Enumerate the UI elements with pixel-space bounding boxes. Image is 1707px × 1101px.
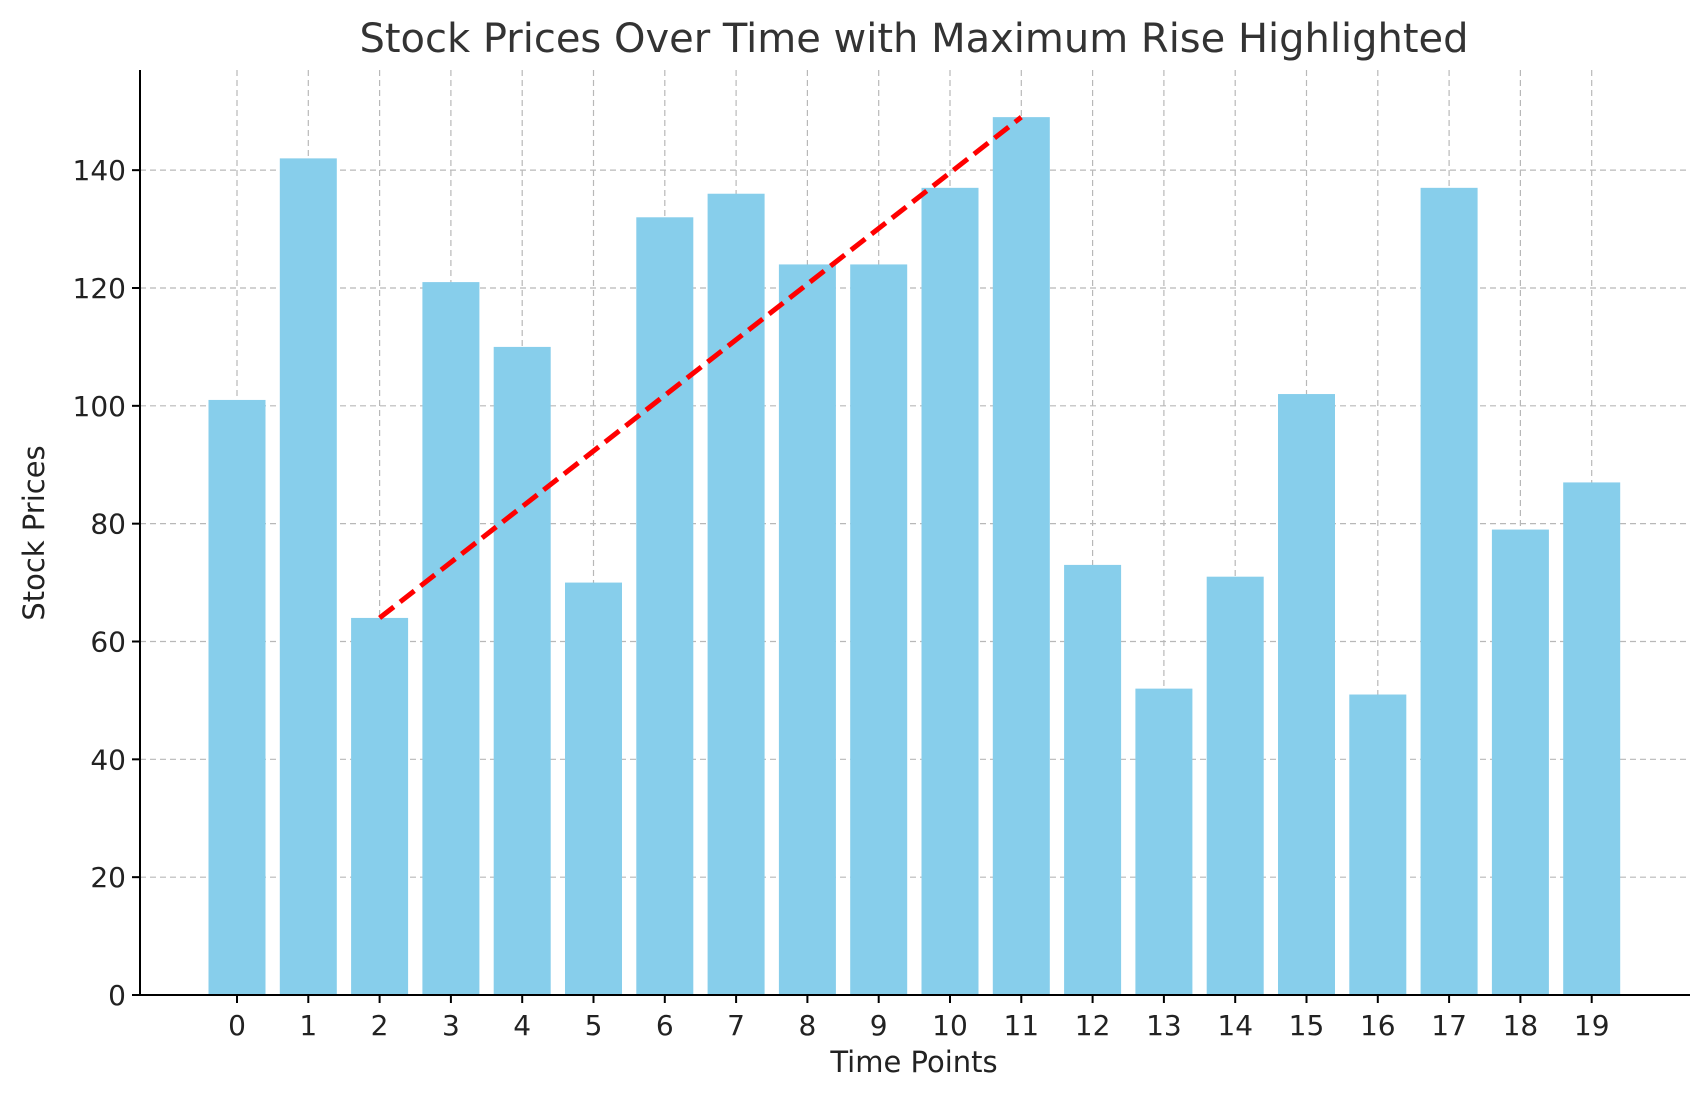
bars	[208, 117, 1621, 996]
bar	[1563, 482, 1621, 995]
x-tick-label: 17	[1431, 1009, 1467, 1042]
bar	[279, 158, 337, 995]
x-tick-label: 15	[1289, 1009, 1325, 1042]
y-axis-label: Stock Prices	[17, 445, 51, 620]
bar	[1420, 187, 1478, 995]
max-rise-highlight	[378, 115, 1023, 620]
bar	[1349, 694, 1407, 995]
y-tick-label: 80	[90, 508, 126, 541]
bar	[422, 282, 480, 995]
x-tick-label: 7	[727, 1009, 745, 1042]
x-tick-label: 13	[1146, 1009, 1182, 1042]
bar	[1278, 394, 1335, 996]
y-tick-label: 120	[73, 272, 126, 305]
axes	[139, 70, 1690, 996]
bar	[565, 582, 622, 995]
bar	[1064, 564, 1122, 995]
x-tick-label: 5	[585, 1009, 603, 1042]
bar	[921, 187, 979, 995]
y-tick-label: 20	[90, 861, 126, 894]
bar	[1206, 576, 1264, 995]
x-tick-label: 10	[932, 1009, 968, 1042]
x-axis-label: Time Points	[829, 1045, 997, 1079]
chart-title: Stock Prices Over Time with Maximum Rise…	[359, 16, 1468, 62]
x-tick-label: 11	[1003, 1009, 1039, 1042]
y-tick-label: 140	[73, 154, 126, 187]
x-tick-label: 0	[228, 1009, 246, 1042]
bar	[707, 193, 765, 995]
bar	[208, 399, 266, 996]
x-tick-label: 14	[1217, 1009, 1253, 1042]
bar	[850, 264, 908, 995]
bar	[351, 617, 409, 995]
x-tick-label: 9	[870, 1009, 888, 1042]
y-tick-label: 60	[90, 625, 126, 658]
bar	[1135, 688, 1193, 995]
bar	[778, 264, 836, 995]
y-tick-label: 40	[90, 743, 126, 776]
bar	[992, 117, 1050, 995]
bar	[1491, 529, 1549, 995]
x-tick-label: 12	[1075, 1009, 1111, 1042]
x-tick-label: 2	[371, 1009, 389, 1042]
x-tick-label: 19	[1574, 1009, 1610, 1042]
x-tick-label: 3	[442, 1009, 460, 1042]
x-tick-label: 1	[299, 1009, 317, 1042]
x-tick-label: 4	[513, 1009, 531, 1042]
x-tick-label: 6	[656, 1009, 674, 1042]
max-rise-line	[378, 115, 1023, 620]
y-tick-label: 100	[73, 390, 126, 423]
bar	[636, 217, 694, 996]
bar	[493, 346, 551, 995]
y-tick-label: 0	[108, 979, 126, 1012]
x-tick-label: 8	[798, 1009, 816, 1042]
x-tick-label: 16	[1360, 1009, 1396, 1042]
x-tick-label: 18	[1503, 1009, 1539, 1042]
